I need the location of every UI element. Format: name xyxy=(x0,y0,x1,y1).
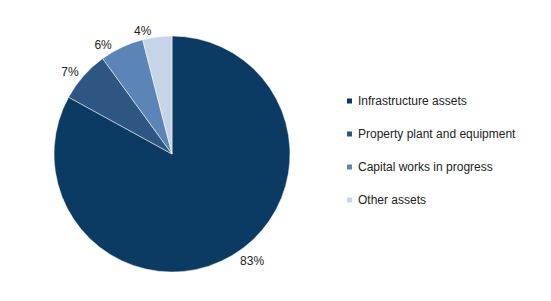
svg-text:4%: 4% xyxy=(134,24,152,38)
svg-text:Property plant and equipment: Property plant and equipment xyxy=(358,127,516,141)
svg-text:Infrastructure assets: Infrastructure assets xyxy=(358,94,467,108)
svg-text:83%: 83% xyxy=(240,254,264,268)
svg-text:Other assets: Other assets xyxy=(358,193,426,207)
svg-text:6%: 6% xyxy=(94,38,112,52)
svg-text:Capital works in progress: Capital works in progress xyxy=(358,160,493,174)
svg-text:7%: 7% xyxy=(61,65,79,79)
